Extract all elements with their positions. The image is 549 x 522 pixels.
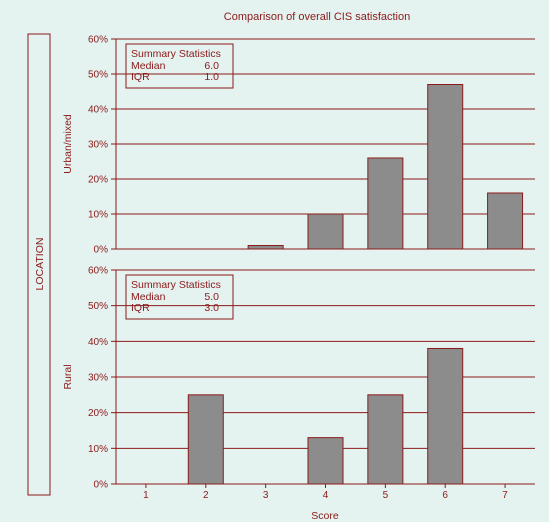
x-tick-label: 7	[502, 490, 508, 501]
y-tick-label: 60%	[88, 35, 108, 46]
bar-2	[187, 394, 224, 485]
x-tick-label: 3	[263, 490, 269, 501]
y-tick-label: 40%	[88, 105, 108, 116]
bar-7	[487, 192, 524, 250]
panel-rural: 0% 10% 20% 30% 40% 50% 60% Rural Summary Statist…	[62, 266, 535, 491]
y-tick-label: 30%	[88, 140, 108, 151]
y-tick-label: 20%	[88, 175, 108, 186]
summary-iqr-value: 3.0	[204, 302, 219, 314]
x-tick-label: 6	[442, 490, 448, 501]
summary-median-label: Median	[131, 291, 166, 303]
summary-median-value: 6.0	[204, 60, 219, 72]
panel-urban-mixed: 0% 10% 20% 30% 40% 50% 60% Urban/mixed Summary S…	[62, 35, 535, 256]
panel-label: Rural	[62, 364, 74, 389]
summary-iqr-label: IQR	[131, 71, 150, 83]
summary-statistics-box	[125, 43, 234, 89]
bar-5	[367, 157, 404, 250]
y-tick-label: 30%	[88, 373, 108, 384]
x-tick-label: 2	[203, 490, 209, 501]
y-tick-label: 10%	[88, 444, 108, 455]
y-tick-label: 0%	[94, 245, 109, 256]
summary-iqr-label: IQR	[131, 302, 150, 314]
x-tick-label: 5	[383, 490, 389, 501]
summary-statistics-box	[125, 274, 234, 320]
location-bracket	[27, 33, 51, 496]
y-tick-label: 50%	[88, 70, 108, 81]
summary-heading: Summary Statistics	[131, 48, 221, 60]
summary-median-value: 5.0	[204, 291, 219, 303]
x-tick-label: 4	[323, 490, 329, 501]
summary-median-label: Median	[131, 60, 166, 72]
bar-3	[247, 245, 284, 250]
summary-heading: Summary Statistics	[131, 279, 221, 291]
chart-title: Comparison of overall CIS satisfaction	[224, 11, 410, 23]
y-tick-label: 10%	[88, 210, 108, 221]
location-label: LOCATION	[34, 238, 46, 291]
bar-6	[427, 84, 464, 250]
y-tick-label: 0%	[94, 480, 109, 491]
y-tick-label: 50%	[88, 301, 108, 312]
panel-label: Urban/mixed	[62, 114, 74, 174]
x-axis-label: Score	[311, 510, 339, 522]
bar-4	[307, 213, 344, 250]
bar-4	[307, 437, 344, 485]
bar-6	[427, 347, 464, 485]
summary-iqr-value: 1.0	[204, 71, 219, 83]
bar-5	[367, 394, 404, 485]
y-tick-label: 20%	[88, 408, 108, 419]
y-tick-label: 40%	[88, 337, 108, 348]
x-tick-label: 1	[143, 490, 149, 501]
y-tick-label: 60%	[88, 266, 108, 277]
